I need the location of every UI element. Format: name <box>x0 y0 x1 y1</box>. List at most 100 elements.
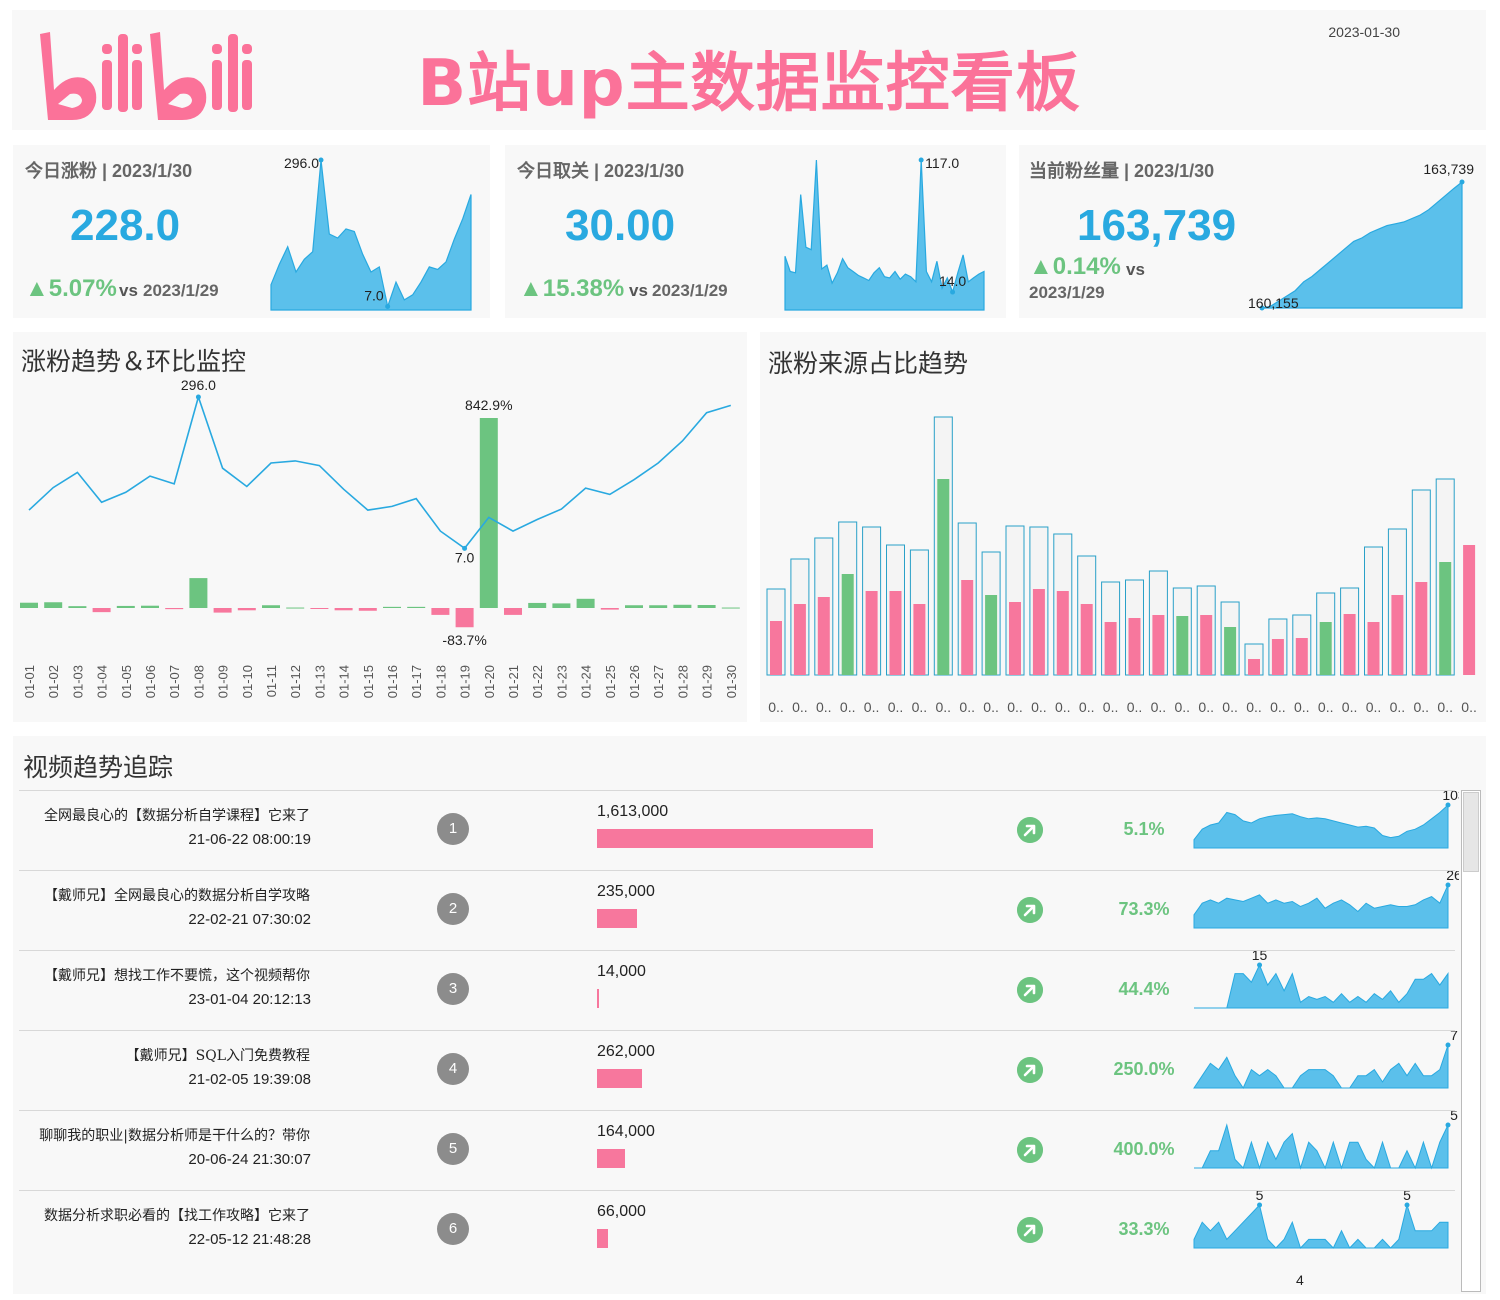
x-tick-label: 0.. <box>1031 699 1047 715</box>
x-tick-label: 0.. <box>1127 699 1143 715</box>
video-sparkline: 26 <box>1193 871 1459 929</box>
kpi-value: 30.00 <box>565 201 676 250</box>
video-list-scrollbar[interactable] <box>1461 790 1481 1292</box>
video-rank-badge: 2 <box>437 893 469 925</box>
report-date: 2023-01-30 <box>1328 24 1400 40</box>
video-title[interactable]: 【戴师兄】全网最良心的数据分析自学攻略 <box>44 888 310 904</box>
sparkline-min-point <box>385 303 391 309</box>
kpi-value: 228.0 <box>70 201 181 250</box>
video-views: 1,613,000 <box>597 803 669 820</box>
video-row[interactable]: 【戴师兄】想找工作不要慌，这个视频帮你 23-01-04 20:12:13 3 14,… <box>19 950 1455 1030</box>
kpi-vs-date: 2023/1/29 <box>143 281 219 300</box>
source-fill-bar <box>889 591 902 675</box>
x-tick-label: 0.. <box>816 699 832 715</box>
x-tick-label: 01-10 <box>240 665 255 698</box>
video-views: 66,000 <box>597 1203 646 1220</box>
line-min-label: 7.0 <box>455 549 475 565</box>
change-bar <box>576 598 595 608</box>
source-fill-bar <box>985 595 998 675</box>
x-tick-label: 01-27 <box>651 665 666 698</box>
video-title[interactable]: 数据分析求职必看的【找工作攻略】它来了 <box>44 1208 310 1224</box>
change-bar <box>625 605 643 608</box>
x-tick-label: 0.. <box>1151 699 1167 715</box>
x-tick-label: 0.. <box>1414 699 1430 715</box>
change-bar <box>141 605 159 608</box>
video-title[interactable]: 聊聊我的职业|数据分析师是干什么的？带你 <box>39 1128 310 1144</box>
video-rank-badge: 6 <box>437 1213 469 1245</box>
x-tick-label: 01-25 <box>603 665 618 698</box>
x-tick-label: 01-21 <box>506 665 521 698</box>
video-growth-pct: 33.3% <box>1118 1219 1170 1239</box>
video-row[interactable]: 数据分析求职必看的【找工作攻略】它来了 22-05-12 21:48:28 6 66,… <box>19 1190 1455 1270</box>
sparkline-max-label: 5 <box>1450 1111 1458 1123</box>
kpi-vs: vs <box>1126 260 1145 279</box>
change-bar <box>334 608 353 611</box>
follower-line <box>28 394 732 550</box>
source-fill-bar <box>937 479 950 675</box>
video-views-bar <box>597 909 638 928</box>
video-sparkline: 15 <box>1194 951 1449 1009</box>
change-bar <box>286 607 305 609</box>
change-bar <box>528 602 547 608</box>
x-tick-label: 0.. <box>1390 699 1406 715</box>
video-rank-badge: 1 <box>437 813 469 845</box>
follower-source-panel: 涨粉来源占比趋势 0.. 0.. 0.. 0.. 0.. 0.. 0.. 0.. 0.. 0.. 0… <box>760 332 1486 722</box>
source-fill-bar <box>1200 615 1213 675</box>
x-tick-label: 01-07 <box>167 665 182 698</box>
panel-title: 涨粉来源占比趋势 <box>768 349 969 378</box>
partial-spark-label: 4 <box>1296 1272 1304 1288</box>
video-sparkline: 103 <box>1193 791 1459 849</box>
scrollbar-thumb[interactable] <box>1463 792 1479 872</box>
video-title[interactable]: 全网最良心的【数据分析自学课程】它来了 <box>44 808 310 824</box>
source-fill-bar <box>1295 638 1308 675</box>
x-tick-label: 0.. <box>1294 699 1310 715</box>
video-rank-badge: 4 <box>437 1053 469 1085</box>
line-max-label: 296.0 <box>181 377 216 393</box>
kpi-label: 今日涨粉 | 2023/1/30 <box>25 161 193 181</box>
sparkline-area <box>1261 180 1463 309</box>
video-row[interactable]: 聊聊我的职业|数据分析师是干什么的？带你 20-06-24 21:30:07 5 16… <box>19 1110 1458 1190</box>
video-views-bar <box>597 1069 642 1088</box>
x-tick-label: 01-18 <box>433 665 448 698</box>
sparkline-max-point <box>1257 962 1263 968</box>
x-tick-label: 0.. <box>1270 699 1286 715</box>
change-bar <box>237 608 256 611</box>
sparkline-area <box>1194 963 1449 1009</box>
x-tick-label: 0.. <box>864 699 880 715</box>
x-tick-label: 01-19 <box>458 665 473 698</box>
source-fill-bar <box>865 591 878 675</box>
kpi-change: ▲0.14% <box>1029 253 1121 280</box>
video-rank-badge: 5 <box>437 1133 469 1165</box>
video-row[interactable]: 【戴师兄】全网最良心的数据分析自学攻略 22-02-21 07:30:02 2 235… <box>19 870 1459 950</box>
x-tick-label: 0.. <box>983 699 999 715</box>
x-tick-label: 0.. <box>840 699 856 715</box>
source-fill-bar <box>1104 622 1117 675</box>
change-bar <box>649 605 668 608</box>
source-fill-bar <box>1009 602 1021 675</box>
kpi-vs: vs <box>119 281 138 300</box>
change-bar <box>358 608 377 611</box>
video-growth-pct: 44.4% <box>1118 979 1170 999</box>
x-tick-label: 0.. <box>1103 699 1119 715</box>
video-publish-time: 22-02-21 07:30:02 <box>188 911 311 928</box>
video-trend-panel: 视频趋势追踪 全网最良心的【数据分析自学课程】它来了 21-06-22 08:00… <box>13 736 1486 1294</box>
x-tick-label: 0.. <box>1246 699 1262 715</box>
kpi-vs: vs <box>629 281 648 300</box>
video-row[interactable]: 【戴师兄】SQL入门免费教程 21-02-05 19:39:08 4 262,000 2… <box>19 1030 1458 1110</box>
kpi-total-followers: 当前粉丝量 | 2023/1/30 163,739 ▲0.14% vs 2023… <box>1019 145 1486 318</box>
sparkline-max-point <box>1257 1202 1263 1208</box>
source-fill-bar <box>770 621 782 675</box>
change-bar <box>673 604 692 608</box>
video-row[interactable]: 全网最良心的【数据分析自学课程】它来了 21-06-22 08:00:19 1 1,6… <box>19 790 1459 870</box>
source-fill-bar <box>1248 659 1260 675</box>
x-tick-label: 0.. <box>1055 699 1071 715</box>
video-title[interactable]: 【戴师兄】SQL入门免费教程 <box>125 1048 310 1064</box>
video-sparkline: 7 <box>1193 1031 1458 1090</box>
sparkline-max-label: 26 <box>1446 871 1459 883</box>
x-tick-label: 01-23 <box>554 665 569 698</box>
source-fill-bar <box>1343 614 1356 675</box>
source-fill-bar <box>1176 616 1189 675</box>
x-tick-label: 01-20 <box>482 665 497 698</box>
video-title[interactable]: 【戴师兄】想找工作不要慌，这个视频帮你 <box>44 968 310 984</box>
video-views: 262,000 <box>597 1043 655 1060</box>
